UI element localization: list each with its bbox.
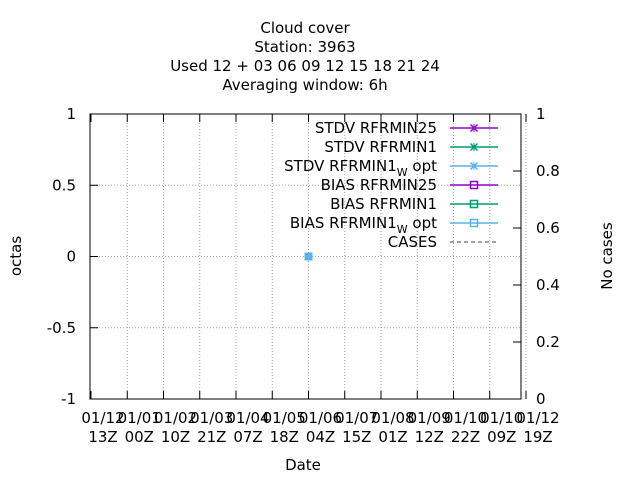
y2-tick-label: 0.6 bbox=[536, 219, 560, 237]
y-tick-label: 1 bbox=[66, 105, 76, 123]
legend-label: CASES bbox=[388, 233, 437, 251]
x-tick-label-hour: 15Z bbox=[342, 428, 371, 446]
y2-tick-label: 0 bbox=[536, 390, 546, 408]
x-tick-label-hour: 19Z bbox=[523, 428, 552, 446]
legend-label: STDV RFRMIN1W opt bbox=[284, 157, 437, 179]
x-tick-label-date: 01/05 bbox=[263, 409, 306, 427]
x-tick-label-hour: 10Z bbox=[161, 428, 190, 446]
title-line: Station: 3963 bbox=[254, 38, 355, 56]
x-tick-label-hour: 22Z bbox=[451, 428, 480, 446]
data-series bbox=[304, 252, 313, 261]
data-point bbox=[304, 252, 313, 261]
x-tick-label-date: 01/12 bbox=[81, 409, 124, 427]
x-axis-label: Date bbox=[285, 456, 321, 474]
legend-marker bbox=[469, 218, 479, 228]
y-tick-label: 0 bbox=[66, 248, 76, 266]
x-tick-label-date: 01/09 bbox=[408, 409, 451, 427]
title-line: Used 12 + 03 06 09 12 15 18 21 24 bbox=[170, 57, 440, 75]
x-tick-label-date: 01/10 bbox=[444, 409, 487, 427]
x-tick-label-date: 01/02 bbox=[154, 409, 197, 427]
y2-axis-label: No cases bbox=[598, 222, 616, 290]
axis-ticks: 10.50-0.5-110.80.60.40.2001/1213Z01/0100… bbox=[47, 105, 560, 446]
legend-marker bbox=[469, 142, 479, 152]
grid bbox=[90, 114, 527, 399]
legend-label: BIAS RFRMIN25 bbox=[321, 176, 437, 194]
y2-tick-label: 0.8 bbox=[536, 162, 560, 180]
x-tick-label-hour: 01Z bbox=[378, 428, 407, 446]
x-tick-label-hour: 04Z bbox=[306, 428, 335, 446]
y-tick-label: 0.5 bbox=[52, 176, 76, 194]
title-line: Averaging window: 6h bbox=[222, 76, 387, 94]
x-tick-label-date: 01/01 bbox=[118, 409, 161, 427]
x-tick-label-hour: 00Z bbox=[125, 428, 154, 446]
legend-marker bbox=[469, 123, 479, 133]
legend-label: STDV RFRMIN25 bbox=[315, 119, 437, 137]
legend-marker bbox=[469, 180, 479, 190]
x-tick-label-date: 01/10 bbox=[480, 409, 523, 427]
x-tick-label-date: 01/12 bbox=[516, 409, 559, 427]
legend-marker bbox=[469, 161, 479, 171]
legend-label: STDV RFRMIN1 bbox=[324, 138, 437, 156]
x-tick-label-hour: 12Z bbox=[415, 428, 444, 446]
x-tick-label-date: 01/04 bbox=[226, 409, 269, 427]
y-tick-label: -1 bbox=[61, 390, 76, 408]
x-tick-label-date: 01/06 bbox=[299, 409, 342, 427]
x-tick-label-date: 01/03 bbox=[190, 409, 233, 427]
y-tick-label: -0.5 bbox=[47, 319, 76, 337]
x-tick-label-date: 01/07 bbox=[335, 409, 378, 427]
x-tick-label-hour: 13Z bbox=[88, 428, 117, 446]
x-tick-label-hour: 07Z bbox=[233, 428, 262, 446]
legend-label: BIAS RFRMIN1 bbox=[330, 195, 437, 213]
y2-tick-label: 1 bbox=[536, 105, 546, 123]
x-tick-label-hour: 18Z bbox=[270, 428, 299, 446]
legend-marker bbox=[469, 199, 479, 209]
title-line: Cloud cover bbox=[260, 19, 350, 37]
legend-label: BIAS RFRMIN1W opt bbox=[290, 214, 437, 236]
x-tick-label-hour: 21Z bbox=[197, 428, 226, 446]
y2-tick-label: 0.4 bbox=[536, 276, 560, 294]
y2-tick-label: 0.2 bbox=[536, 333, 560, 351]
x-tick-label-hour: 09Z bbox=[487, 428, 516, 446]
x-tick-label-date: 01/08 bbox=[371, 409, 414, 427]
y-axis-label: octas bbox=[7, 236, 25, 276]
